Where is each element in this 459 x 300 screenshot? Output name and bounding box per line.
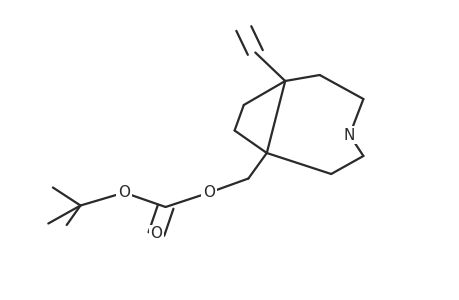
Text: O: O — [203, 185, 215, 200]
Text: O: O — [118, 185, 130, 200]
Text: O: O — [150, 226, 162, 242]
Text: N: N — [343, 128, 354, 142]
